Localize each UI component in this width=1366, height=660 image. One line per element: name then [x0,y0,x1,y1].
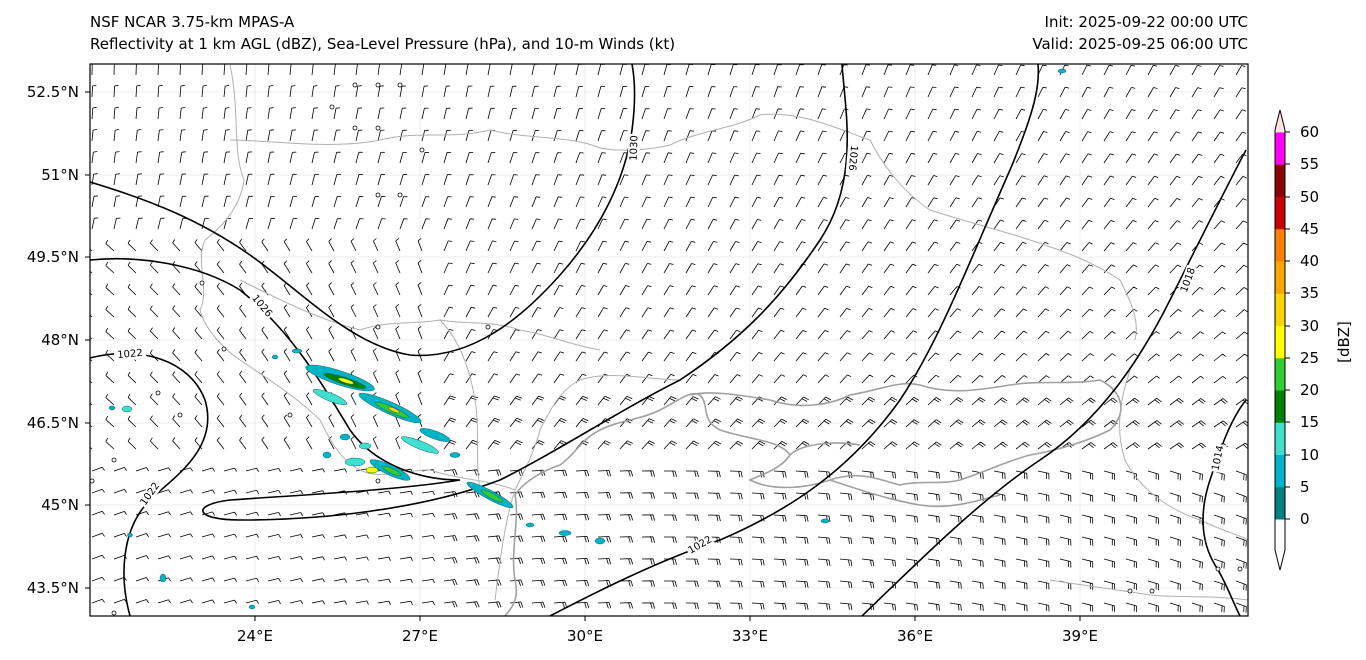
svg-text:1014: 1014 [1210,445,1226,472]
colorbar-tick-label: 10 [1300,446,1319,464]
colorbar-tick-label: 25 [1300,349,1319,367]
isobars [90,64,1247,616]
lon-tick-label: 24°E [237,627,273,645]
lat-tick-label: 49.5°N [27,248,79,266]
colorbar-extend-max [1275,110,1285,130]
isobar-label: 1030 [627,133,641,163]
lat-tick-label: 52.5°N [27,83,79,101]
colorbar-segments [1275,130,1285,550]
colorbar-tick-label: 35 [1300,284,1319,302]
svg-text:1030: 1030 [629,135,641,161]
colorbar-tick-label: 30 [1300,317,1319,335]
colorbar-extend-min [1275,550,1285,570]
colorbar-segment [1275,164,1285,197]
calm-wind-markers [90,82,1243,616]
colorbar-tick-label: 45 [1300,220,1319,238]
colorbar-segment [1275,228,1285,262]
valid-time: Valid: 2025-09-25 06:00 UTC [1032,35,1248,53]
colorbar-tick-label: 5 [1300,478,1310,496]
colorbar-segment [1275,390,1285,423]
colorbar-tick-label: 40 [1300,252,1319,270]
lat-tick-label: 43.5°N [27,579,79,597]
colorbar-tick-label: 50 [1300,188,1319,206]
colorbar-segment [1275,130,1285,133]
svg-text:1026: 1026 [846,145,859,171]
coastlines [504,379,1122,616]
isobar-label: 1026 [845,143,861,173]
reflectivity-colorbar: 60 55 50 45 40 35 30 25 20 15 10 5 0 [dB… [1274,109,1353,571]
svg-text:1022: 1022 [117,348,143,361]
colorbar-segment [1275,196,1285,230]
colorbar-tick-label: 55 [1300,155,1319,173]
colorbar-tick-label: 20 [1300,381,1319,399]
colorbar-segment [1275,519,1285,550]
lon-tick-label: 39°E [1062,627,1098,645]
colorbar-segment [1275,486,1285,520]
colorbar-outline [1274,109,1286,571]
colorbar-segment [1275,325,1285,359]
lon-tick-label: 30°E [567,627,603,645]
colorbar-segment [1275,132,1285,165]
graticule [90,64,1248,616]
country-borders [199,64,1248,601]
colorbar-tick-label: 15 [1300,413,1319,431]
fields-title: Reflectivity at 1 km AGL (dBZ), Sea-Leve… [90,35,676,53]
colorbar-segment [1275,261,1285,294]
lon-tick-label: 33°E [732,627,768,645]
colorbar-segment [1275,293,1285,326]
axis-ticks [85,91,1081,621]
lat-tick-label: 46.5°N [27,414,79,432]
lon-tick-label: 27°E [402,627,438,645]
isobar-label: 1022 [113,346,147,362]
isobar-label: 1014 [1209,443,1227,473]
colorbar-segment [1275,422,1285,455]
lon-tick-label: 36°E [897,627,933,645]
reflectivity-echoes [108,68,1067,610]
lat-tick-label: 51°N [41,166,79,184]
lat-tick-label: 45°N [41,496,79,514]
lat-tick-label: 48°N [41,331,79,349]
colorbar-label: [dBZ] [1335,321,1353,363]
colorbar-segment [1275,357,1285,391]
model-title: NSF NCAR 3.75-km MPAS-A [90,13,295,31]
colorbar-tick-label: 0 [1300,510,1310,528]
colorbar-segment [1275,454,1285,488]
init-time: Init: 2025-09-22 00:00 UTC [1044,13,1248,31]
colorbar-tick-label: 60 [1300,123,1319,141]
